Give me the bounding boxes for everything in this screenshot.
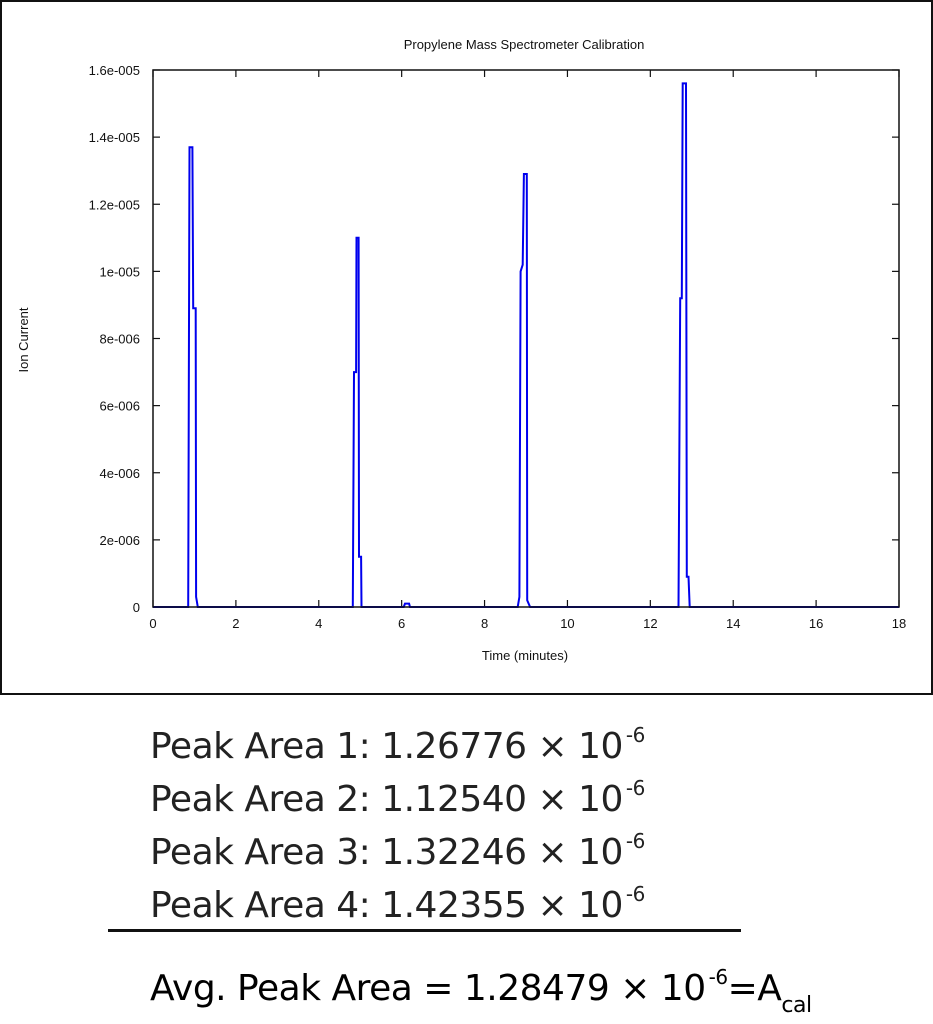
ion-current-line: [153, 82, 899, 608]
peak-area-1-text: Peak Area 1: 1.26776 × 10: [150, 726, 623, 767]
x-tick-label: 12: [643, 616, 657, 631]
chart-title: Propylene Mass Spectrometer Calibration: [404, 37, 645, 52]
y-tick-label: 8e-006: [100, 332, 140, 347]
peak-area-1: Peak Area 1: 1.26776 × 10 -6: [150, 720, 645, 773]
peak-area-3-exponent: -6: [625, 829, 645, 853]
ticks-layer: 0 2 4 6 8 10 12 14 16 18 0 2e-006 4e-006 6e-006 8e-006…: [89, 63, 907, 631]
y-tick-label: 1.4e-005: [89, 130, 140, 145]
x-tick-label: 18: [892, 616, 906, 631]
chart-frame: Propylene Mass Spectrometer Calibration …: [0, 0, 933, 695]
average-suffix: =A: [727, 968, 782, 1009]
y-tick-label: 4e-006: [100, 466, 140, 481]
x-tick-label: 2: [232, 616, 239, 631]
x-tick-label: 6: [398, 616, 405, 631]
peak-area-2-text: Peak Area 2: 1.12540 × 10: [150, 779, 623, 820]
average-exponent: -6: [708, 965, 728, 989]
peak-area-4-text: Peak Area 4: 1.42355 × 10: [150, 885, 623, 926]
y-tick-label: 1.6e-005: [89, 63, 140, 78]
average-subscript: cal: [781, 993, 812, 1018]
x-tick-label: 4: [315, 616, 322, 631]
sum-divider: [108, 929, 741, 932]
y-axis-label: Ion Current: [16, 307, 31, 372]
peak-area-3: Peak Area 3: 1.32246 × 10 -6: [150, 826, 645, 879]
x-tick-label: 16: [809, 616, 823, 631]
peak-area-3-text: Peak Area 3: 1.32246 × 10: [150, 832, 623, 873]
x-tick-label: 0: [149, 616, 156, 631]
average-text: Avg. Peak Area = 1.28479 × 10: [150, 968, 706, 1009]
y-tick-label: 2e-006: [100, 533, 140, 548]
y-tick-label: 1e-005: [100, 264, 140, 279]
y-tick-label: 6e-006: [100, 399, 140, 414]
peak-area-1-exponent: -6: [625, 723, 645, 747]
x-tick-label: 8: [481, 616, 488, 631]
peak-area-4-exponent: -6: [625, 882, 645, 906]
x-tick-label: 14: [726, 616, 740, 631]
peak-area-2: Peak Area 2: 1.12540 × 10 -6: [150, 773, 645, 826]
x-tick-label: 10: [560, 616, 574, 631]
peak-area-list: Peak Area 1: 1.26776 × 10 -6 Peak Area 2:…: [150, 720, 645, 932]
average-peak-area: Avg. Peak Area = 1.28479 × 10 -6=Acal: [150, 962, 812, 1018]
plot-area-border: [152, 69, 900, 608]
peak-area-2-exponent: -6: [625, 776, 645, 800]
y-tick-label: 0: [133, 600, 140, 615]
peak-area-4: Peak Area 4: 1.42355 × 10 -6: [150, 879, 645, 932]
calibration-chart: Propylene Mass Spectrometer Calibration …: [16, 37, 907, 663]
x-axis-label: Time (minutes): [482, 648, 568, 663]
y-tick-label: 1.2e-005: [89, 197, 140, 212]
